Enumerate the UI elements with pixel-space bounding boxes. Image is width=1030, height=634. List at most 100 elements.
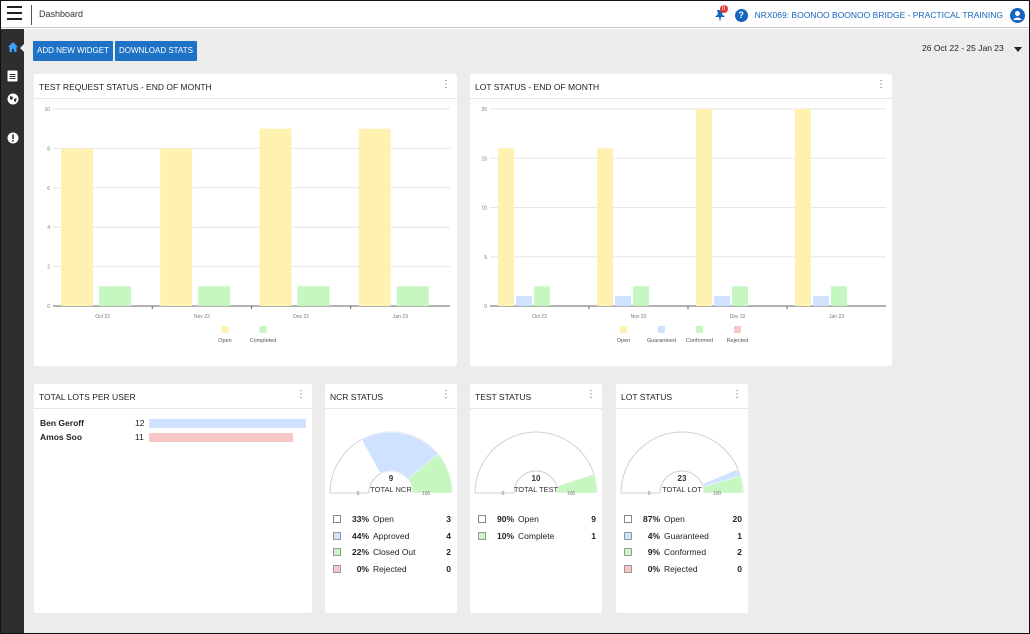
- widget-title: LOT STATUS: [621, 392, 673, 402]
- y-tick-label: 15: [481, 156, 487, 162]
- bar-open[interactable]: [358, 128, 391, 306]
- gauge-segment: [407, 453, 453, 494]
- bar-guaranteed[interactable]: [714, 296, 730, 306]
- legend-percent: 33%: [351, 514, 369, 524]
- legend-row: 90% Open 9: [478, 514, 596, 526]
- total-lots-per-user-widget: TOTAL LOTS PER USER ⋮ Ben Geroff 12 Amos…: [34, 384, 312, 613]
- bar-guaranteed[interactable]: [516, 296, 532, 306]
- legend-row: 0% Rejected 0: [624, 564, 742, 576]
- bar-open[interactable]: [160, 148, 193, 306]
- bar-open[interactable]: [61, 148, 93, 306]
- widget-menu-icon[interactable]: ⋮: [296, 389, 306, 400]
- bar-open[interactable]: [259, 128, 292, 306]
- lot-status-bar-chart: 0 5 10 15 20 Oct 22 Nov 22 Dec 22 Jan 23 Open Guar…: [481, 107, 886, 344]
- legend-percent: 4%: [647, 530, 660, 541]
- y-tick-label: 4: [47, 225, 50, 231]
- date-range-select[interactable]: 26 Oct 22 - 25 Jan 23: [922, 43, 1004, 53]
- bar-open[interactable]: [597, 148, 613, 306]
- gauge-segment: [702, 475, 744, 494]
- bar-guaranteed[interactable]: [813, 296, 829, 306]
- lot-gauge: 0 100 23 TOTAL LOT: [620, 431, 744, 497]
- gauge-inner-arc: [513, 470, 559, 494]
- gauge-min-label: 0: [502, 491, 505, 497]
- test-request-bar-chart: 0 2 4 6 8 10 Oct 22 Nov 22 Dec 22 Jan 23 Open Compl…: [44, 107, 450, 344]
- y-tick-label: 5: [484, 255, 487, 261]
- notification-pin-icon[interactable]: 0: [714, 5, 728, 23]
- legend-label: Open: [373, 514, 394, 524]
- gauge-total-label: TOTAL TEST: [514, 485, 559, 494]
- x-tick-label: Jan 23: [829, 314, 844, 320]
- bar-completed[interactable]: [99, 286, 131, 306]
- y-tick-label: 2: [47, 265, 50, 271]
- legend-swatch: [333, 548, 341, 556]
- bar-conformed[interactable]: [732, 286, 748, 306]
- widget-title: NCR STATUS: [330, 392, 384, 402]
- legend-label: Conformed: [664, 547, 707, 557]
- legend-row: 87% Open 20: [624, 514, 742, 526]
- legend-label: Approved: [373, 530, 410, 541]
- project-link[interactable]: NRX069: BOONOO BOONOO BRIDGE - PRACTICAL…: [754, 10, 1003, 20]
- widget-menu-icon[interactable]: ⋮: [732, 389, 742, 400]
- legend-label: Guaranteed: [647, 338, 676, 344]
- hamburger-menu-icon[interactable]: [7, 6, 22, 21]
- legend-count: 4: [446, 530, 451, 541]
- legend-swatch: [624, 564, 632, 573]
- lot-status-chart-widget: LOT STATUS - END OF MONTH ⋮ 0 5 10 15 20 Oct …: [470, 74, 892, 366]
- bar-conformed[interactable]: [534, 286, 550, 306]
- bar-guaranteed[interactable]: [615, 296, 631, 306]
- legend-label: Open: [617, 338, 630, 344]
- title-divider: [470, 408, 602, 409]
- widget-menu-icon[interactable]: ⋮: [441, 79, 451, 90]
- notification-count-badge: 0: [719, 5, 728, 13]
- widget-menu-icon[interactable]: ⋮: [876, 79, 886, 90]
- bar-open[interactable]: [498, 148, 514, 306]
- legend-count: 3: [446, 514, 451, 524]
- bar-completed[interactable]: [198, 286, 231, 306]
- legend-count: 0: [737, 563, 742, 574]
- widget-menu-icon[interactable]: ⋮: [586, 389, 596, 400]
- header-actions: 0 ? NRX069: BOONOO BOONOO BRIDGE - PRACT…: [714, 5, 1025, 25]
- legend-swatch: [333, 515, 341, 523]
- bar-open[interactable]: [795, 109, 811, 306]
- sidebar-item-documents[interactable]: [1, 66, 24, 86]
- sidebar-item-alerts[interactable]: [1, 128, 24, 148]
- bar-conformed[interactable]: [831, 286, 847, 306]
- ncr-status-widget: NCR STATUS ⋮ 0 100 9 TOTAL NCR 33% Open 3 44% A…: [325, 384, 457, 613]
- y-tick-label: 0: [47, 304, 50, 310]
- legend-label: Conformed: [686, 338, 713, 344]
- widget-title: TEST STATUS: [475, 392, 532, 402]
- user-lot-count: 11: [135, 432, 144, 442]
- legend-swatch: [658, 326, 665, 333]
- widget-title: LOT STATUS - END OF MONTH: [475, 82, 600, 92]
- legend-swatch: [624, 531, 632, 540]
- active-indicator: [20, 43, 25, 53]
- legend-swatch: [478, 515, 486, 523]
- help-icon[interactable]: ?: [734, 8, 748, 22]
- bar-completed[interactable]: [297, 286, 330, 306]
- bar-conformed[interactable]: [633, 286, 649, 306]
- sidebar-item-home[interactable]: [1, 37, 24, 57]
- bar-open[interactable]: [696, 109, 712, 306]
- user-account-icon[interactable]: [1010, 7, 1025, 23]
- title-divider: [34, 98, 457, 99]
- gauge-max-label: 100: [567, 491, 576, 497]
- legend-label: Completed: [250, 338, 277, 344]
- chevron-down-icon[interactable]: [1014, 47, 1022, 52]
- gauge-segment: [361, 431, 439, 480]
- add-widget-button[interactable]: ADD NEW WIDGET: [33, 41, 113, 61]
- top-header: Dashboard 0 ? NRX069: BOONOO BOONOO BRID…: [1, 1, 1029, 28]
- y-tick-label: 8: [47, 146, 50, 152]
- legend-percent: 0%: [647, 563, 660, 574]
- dashboard-main: ADD NEW WIDGET DOWNLOAD STATS 26 Oct 22 …: [24, 29, 1029, 633]
- download-stats-button[interactable]: DOWNLOAD STATS: [115, 41, 197, 61]
- sidebar-item-globe[interactable]: [1, 89, 24, 109]
- widget-menu-icon[interactable]: ⋮: [441, 389, 451, 400]
- legend-label: Open: [518, 514, 539, 524]
- ncr-gauge: 0 100 9 TOTAL NCR: [329, 431, 453, 497]
- legend-row: 10% Complete 1: [478, 531, 596, 543]
- gauge-min-label: 0: [357, 491, 360, 497]
- bar-completed[interactable]: [396, 286, 429, 306]
- gauge-total-value: 23: [678, 474, 687, 483]
- x-tick-label: Oct 22: [95, 314, 110, 320]
- x-tick-label: Jan 23: [393, 314, 408, 320]
